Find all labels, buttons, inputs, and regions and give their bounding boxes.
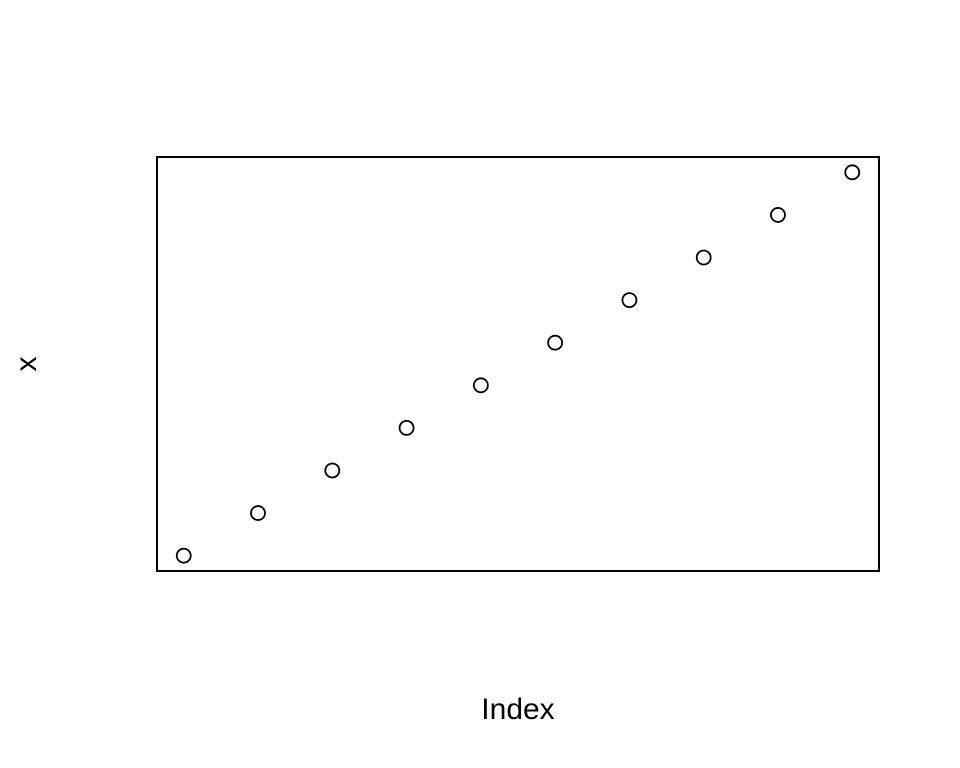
- data-point-2: [250, 505, 266, 521]
- data-point-7: [621, 292, 638, 309]
- data-point-3: [324, 462, 341, 479]
- data-point-8: [695, 249, 712, 266]
- x-axis-label: Index: [481, 693, 554, 726]
- data-point-9: [770, 207, 786, 223]
- data-point-5: [472, 377, 489, 394]
- data-point-10: [844, 164, 861, 181]
- data-point-4: [398, 419, 415, 436]
- data-points: [175, 164, 861, 564]
- data-point-6: [547, 334, 564, 351]
- data-point-1: [175, 547, 192, 564]
- y-axis-label: x: [10, 357, 43, 372]
- plot-area-frame: [156, 156, 880, 572]
